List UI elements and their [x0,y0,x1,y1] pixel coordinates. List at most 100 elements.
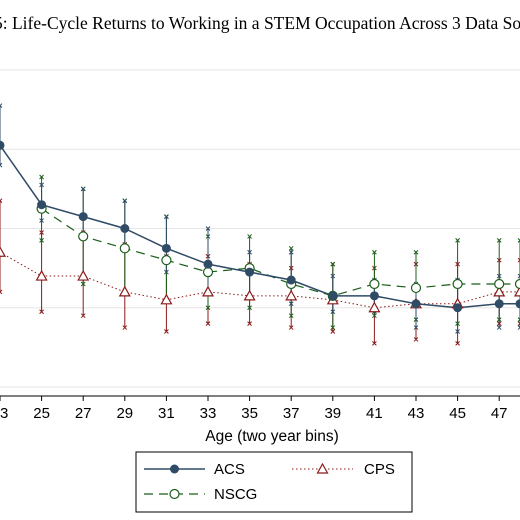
errorbar-cap-nscg [413,249,419,255]
point-acs [78,212,88,222]
point-acs [203,259,213,269]
plot-grid [0,69,520,388]
errorbar-cap-acs [0,162,3,168]
errorbar-cap-cps [164,329,169,334]
x-tick-label: 47 [491,405,508,422]
point-acs [369,291,379,301]
errorbar-cap-acs [205,226,211,231]
errorbar-cap-acs [496,273,502,279]
point-nscg [410,282,422,294]
errorbar-cap-nscg [372,249,377,255]
point-acs [161,243,171,253]
errorbar-cap-nscg [39,174,44,180]
errorbar-cap-nscg [247,305,252,311]
point-cps [35,269,48,281]
x-tick-label: 27 [75,405,92,422]
errorbar-cap-acs [164,214,169,219]
errorbar-cap-nscg [455,238,460,243]
errorbar-cap-acs [455,329,460,334]
x-axis-ticks: 23 25 27 29 31 33 35 37 39 41 43 45 47 [0,396,508,422]
legend-label-acs: ACS [214,461,245,478]
series-line-cps [0,251,520,309]
legend-box [135,451,413,513]
x-tick-label: 33 [200,405,217,422]
x-tick-label: 35 [241,405,258,422]
errorbar-cap-cps [122,325,128,330]
errorbar-cap-nscg [80,281,86,287]
point-nscg [161,255,172,266]
legend-label-nscg: NSCG [214,486,257,503]
point-nscg [202,266,214,278]
errorbar-cap-cps [517,257,520,263]
errorbar-cap-acs [122,198,128,204]
point-cps [0,246,7,257]
errorbar-cap-acs [39,218,44,223]
errorbar-cap-nscg [330,261,336,267]
x-tick-label: 29 [116,405,133,422]
point-acs [245,267,255,277]
errorbar-cap-nscg [247,234,252,239]
errorbar-cap-cps [517,321,520,326]
errorbar-cap-acs [80,186,86,192]
errorbar-cap-acs [247,249,252,255]
point-cps [243,289,256,301]
point-cps [77,269,90,281]
errorbar-cap-nscg [205,305,211,311]
point-nscg [369,278,380,290]
errorbar-cap-cps [39,309,44,315]
errorbar-cap-acs [413,325,419,330]
errorbar-cap-nscg [372,313,377,319]
point-nscg [494,278,505,290]
errorbar-cap-nscg [496,238,502,243]
plot-markers [0,140,520,313]
errorbar-cap-cps [288,325,294,330]
x-tick-label: 39 [324,405,341,422]
series-line-acs [0,144,520,309]
x-axis-label: Age (two year bins) [205,428,339,445]
errorbar-cap-nscg [517,317,520,322]
errorbar-cap-cps [413,337,419,342]
errorbar-cap-acs [0,103,3,109]
errorbar-cap-cps [0,198,3,204]
point-acs [411,299,421,309]
point-cps [285,289,298,301]
point-nscg [119,243,130,254]
errorbar-cap-acs [288,249,294,255]
errorbar-cap-nscg [288,313,294,319]
point-cps [513,285,520,297]
errorbar-cap-acs [330,273,336,279]
errorbar-cap-acs [164,269,169,275]
point-acs [120,224,130,233]
x-tick-label: 37 [283,405,300,422]
chart-title: 5: Life-Cycle Returns to Working in a ST… [0,13,520,33]
errorbar-cap-cps [80,313,86,319]
x-tick-label: 41 [366,405,383,422]
errorbar-cap-cps [247,321,252,326]
point-nscg [514,278,520,290]
point-acs [286,275,296,285]
errorbar-cap-acs [517,325,520,330]
point-acs [0,140,5,150]
errorbar-cap-cps [0,289,3,295]
point-cps [118,285,131,297]
errorbar-cap-acs [330,309,336,315]
errorbar-cap-cps [372,341,377,346]
errorbar-cap-acs [39,182,44,188]
x-tick-label: 25 [33,405,50,422]
point-acs [515,299,520,309]
errorbar-cap-nscg [39,238,44,243]
legend-label-cps: CPS [364,461,395,478]
point-cps [368,301,381,313]
x-tick-label: 45 [449,405,466,422]
errorbar-cap-nscg [288,245,294,251]
legend-item-acs: ACS [144,461,245,478]
x-tick-label: 31 [158,405,175,422]
errorbar-cap-nscg [517,238,520,243]
errorbar-cap-acs [496,325,502,330]
legend-marker-acs [170,464,179,474]
point-acs [37,200,47,210]
point-cps [201,285,215,297]
legend-item-cps: CPS [292,461,395,478]
errorbar-cap-acs [288,301,294,307]
